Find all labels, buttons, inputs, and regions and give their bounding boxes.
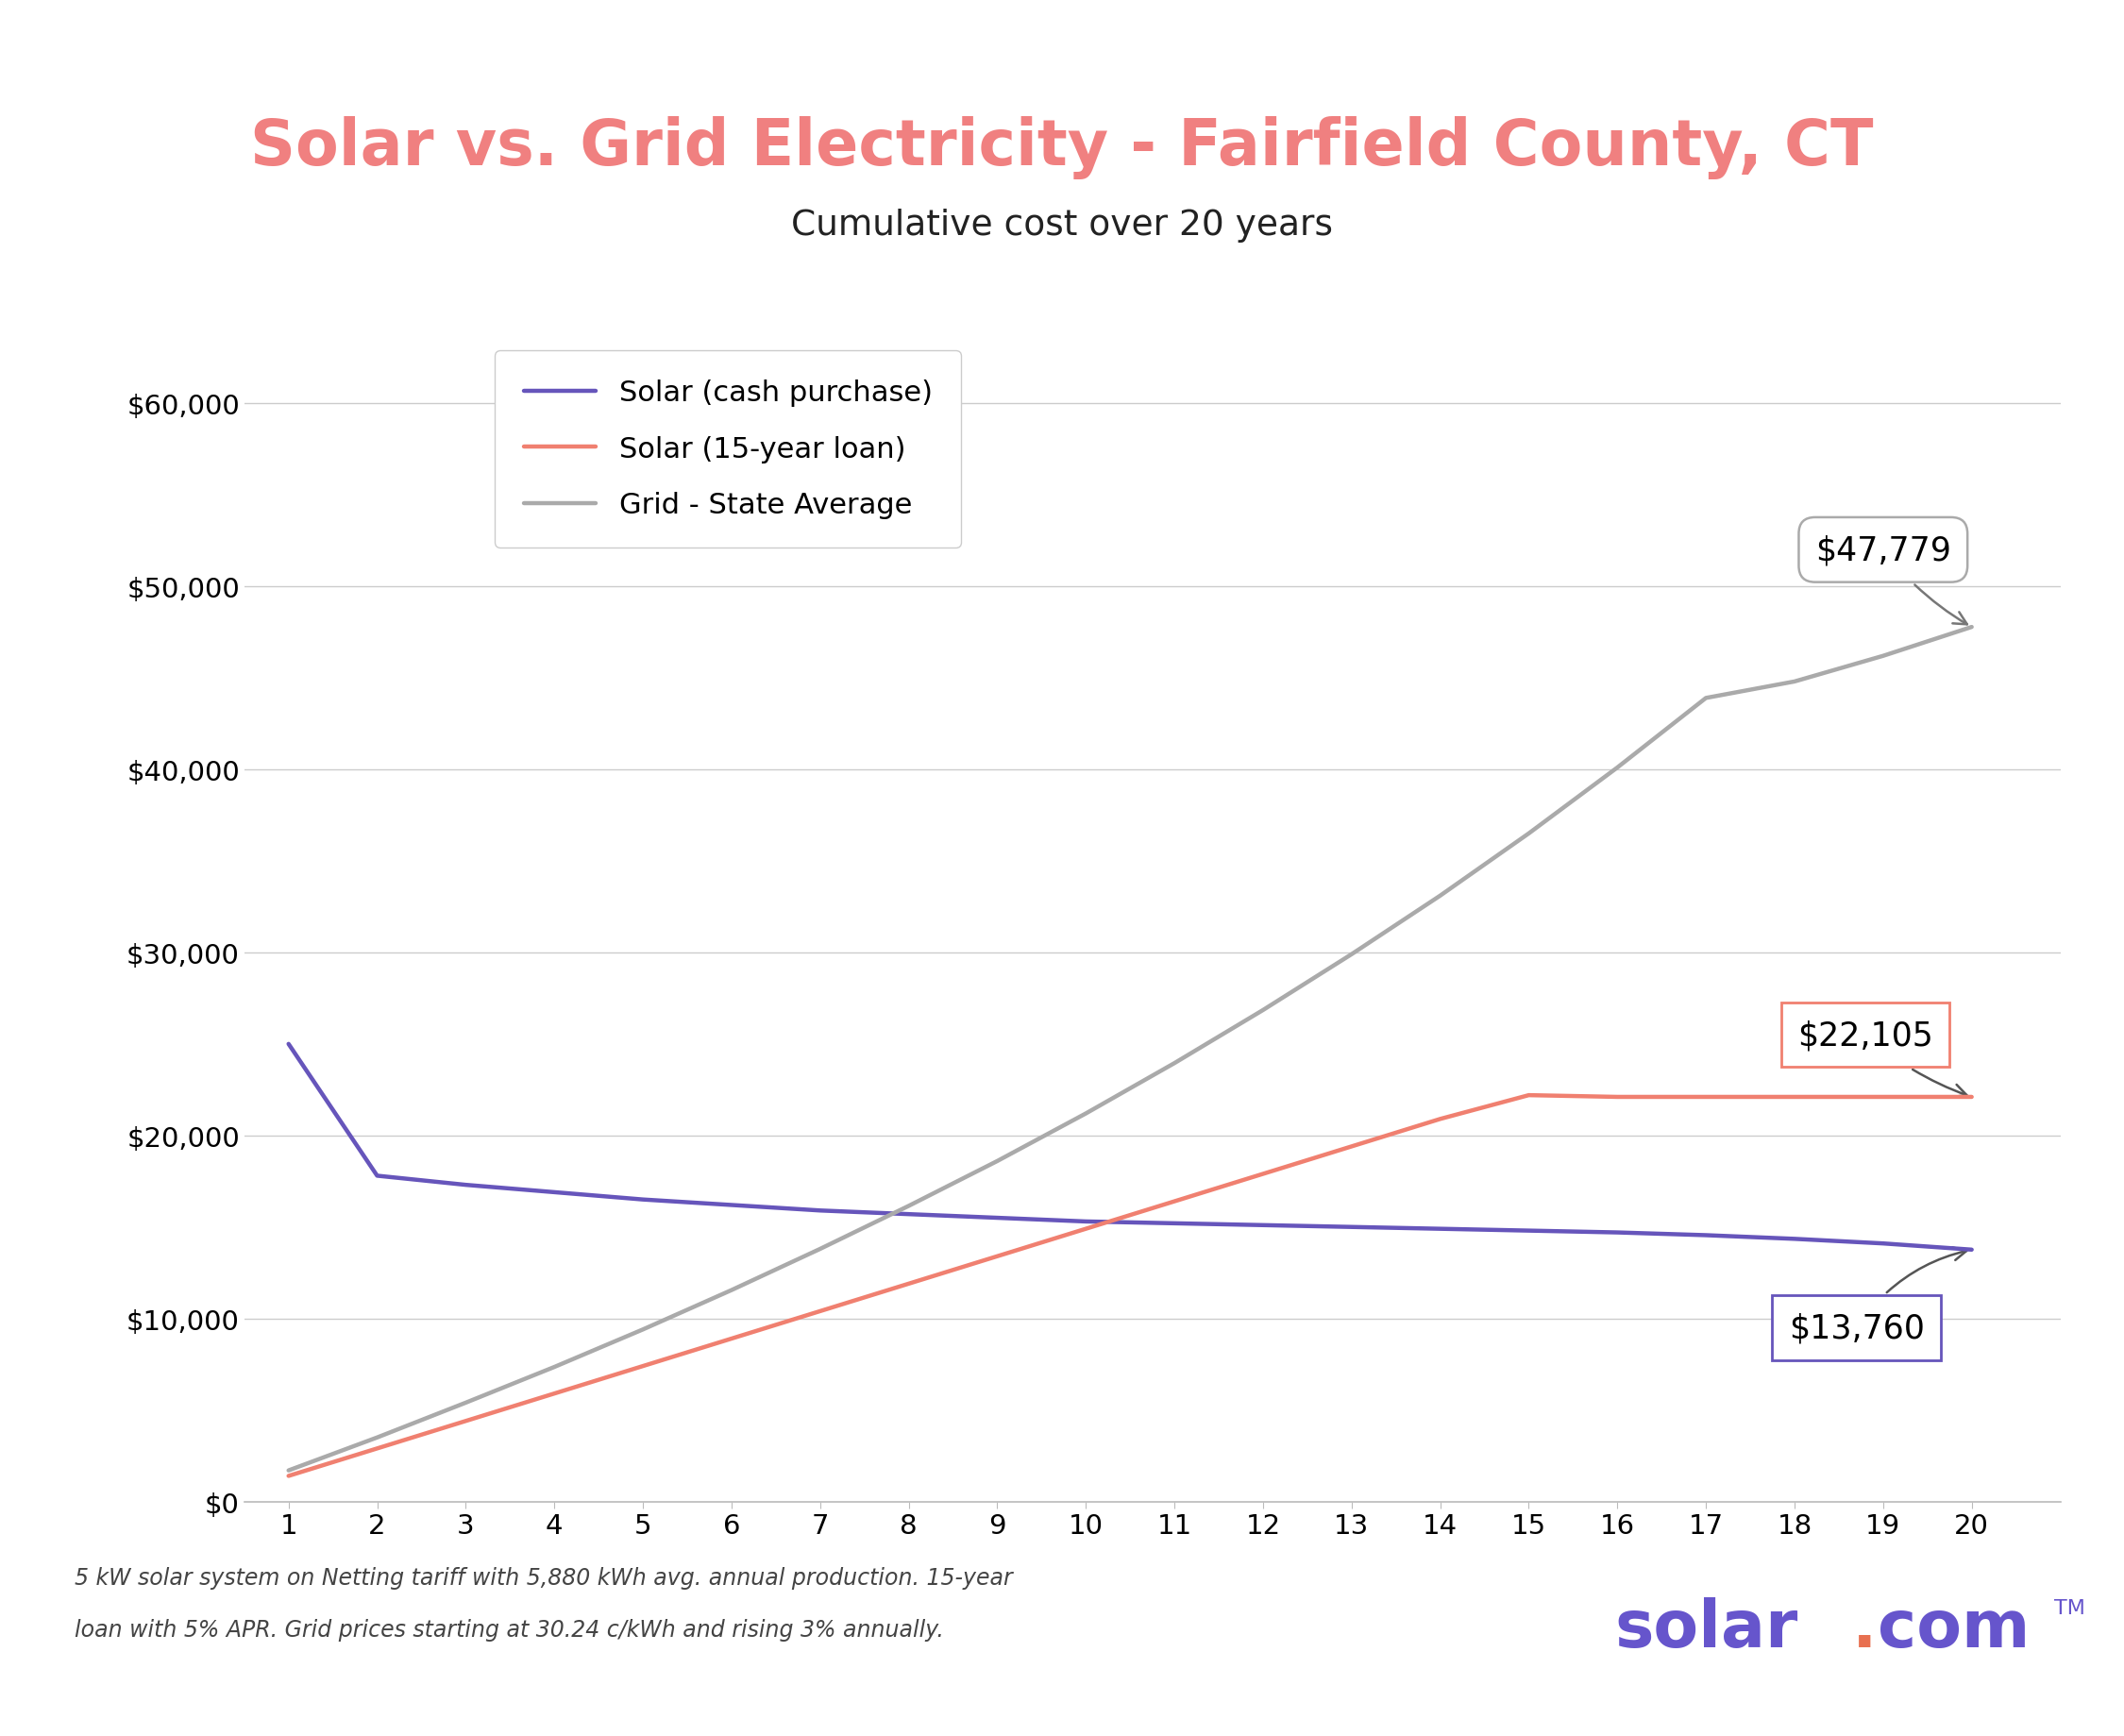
Text: Cumulative cost over 20 years: Cumulative cost over 20 years: [790, 208, 1334, 243]
Solar (15-year loan): [1871, 1087, 1897, 1108]
Grid - State Average: [718, 1279, 743, 1300]
Text: $13,760: $13,760: [1788, 1248, 1967, 1344]
Solar (15-year loan): [1073, 1219, 1098, 1240]
Grid - State Average: [807, 1240, 833, 1260]
Solar (cash purchase): [276, 1035, 302, 1055]
Solar (cash purchase): [452, 1175, 478, 1196]
Grid - State Average: [896, 1196, 922, 1217]
Grid - State Average: [986, 1151, 1011, 1172]
Solar (cash purchase): [1604, 1222, 1629, 1243]
Solar (15-year loan): [365, 1437, 391, 1458]
Solar (cash purchase): [1871, 1233, 1897, 1253]
Solar (15-year loan): [1517, 1085, 1542, 1106]
Solar (15-year loan): [1427, 1109, 1453, 1130]
Solar (15-year loan): [1782, 1087, 1808, 1108]
Solar (15-year loan): [1604, 1087, 1629, 1108]
Solar (cash purchase): [1073, 1212, 1098, 1233]
Grid - State Average: [1958, 616, 1984, 637]
Solar (cash purchase): [896, 1205, 922, 1226]
Grid - State Average: [1427, 885, 1453, 906]
Solar (15-year loan): [1251, 1163, 1277, 1184]
Solar (cash purchase): [1427, 1219, 1453, 1240]
Text: TM: TM: [2054, 1599, 2086, 1616]
Solar (cash purchase): [986, 1208, 1011, 1229]
Grid - State Average: [1517, 823, 1542, 844]
Solar (cash purchase): [1782, 1229, 1808, 1250]
Text: 5 kW solar system on Netting tariff with 5,880 kWh avg. annual production. 15-ye: 5 kW solar system on Netting tariff with…: [74, 1566, 1013, 1588]
Text: loan with 5% APR. Grid prices starting at 30.24 c/kWh and rising 3% annually.: loan with 5% APR. Grid prices starting a…: [74, 1618, 943, 1641]
Solar (15-year loan): [718, 1328, 743, 1349]
Solar (cash purchase): [718, 1194, 743, 1215]
Solar (cash purchase): [1338, 1217, 1364, 1238]
Grid - State Average: [1782, 672, 1808, 693]
Line: Solar (cash purchase): Solar (cash purchase): [289, 1045, 1971, 1250]
Grid - State Average: [365, 1427, 391, 1448]
Grid - State Average: [1693, 687, 1718, 708]
Text: .: .: [1852, 1597, 1878, 1660]
Grid - State Average: [1338, 944, 1364, 965]
Solar (15-year loan): [452, 1411, 478, 1432]
Solar (cash purchase): [1251, 1215, 1277, 1236]
Solar (cash purchase): [631, 1189, 656, 1210]
Grid - State Average: [1251, 1000, 1277, 1021]
Solar (15-year loan): [631, 1356, 656, 1377]
Grid - State Average: [1073, 1104, 1098, 1125]
Solar (15-year loan): [1338, 1137, 1364, 1158]
Solar (cash purchase): [542, 1182, 567, 1203]
Grid - State Average: [631, 1319, 656, 1340]
Legend: Solar (cash purchase), Solar (15-year loan), Grid - State Average: Solar (cash purchase), Solar (15-year lo…: [495, 351, 960, 549]
Line: Solar (15-year loan): Solar (15-year loan): [289, 1095, 1971, 1476]
Line: Grid - State Average: Grid - State Average: [289, 627, 1971, 1470]
Solar (15-year loan): [1958, 1087, 1984, 1108]
Solar (15-year loan): [542, 1384, 567, 1404]
Solar (15-year loan): [276, 1465, 302, 1486]
Solar (15-year loan): [1693, 1087, 1718, 1108]
Grid - State Average: [276, 1460, 302, 1481]
Text: com: com: [1878, 1597, 2031, 1660]
Solar (cash purchase): [1693, 1226, 1718, 1246]
Solar (15-year loan): [896, 1274, 922, 1295]
Grid - State Average: [452, 1392, 478, 1413]
Solar (15-year loan): [807, 1300, 833, 1321]
Grid - State Average: [1871, 646, 1897, 667]
Solar (cash purchase): [1958, 1240, 1984, 1260]
Grid - State Average: [1604, 757, 1629, 778]
Solar (cash purchase): [1517, 1220, 1542, 1241]
Text: solar: solar: [1614, 1597, 1797, 1660]
Grid - State Average: [1162, 1054, 1187, 1075]
Solar (cash purchase): [1162, 1213, 1187, 1234]
Text: $47,779: $47,779: [1816, 535, 1967, 625]
Text: Solar vs. Grid Electricity - Fairfield County, CT: Solar vs. Grid Electricity - Fairfield C…: [251, 116, 1873, 179]
Solar (15-year loan): [1162, 1191, 1187, 1212]
Solar (cash purchase): [365, 1165, 391, 1186]
Solar (15-year loan): [986, 1246, 1011, 1267]
Text: $22,105: $22,105: [1797, 1019, 1967, 1097]
Solar (cash purchase): [807, 1200, 833, 1220]
Grid - State Average: [542, 1358, 567, 1378]
